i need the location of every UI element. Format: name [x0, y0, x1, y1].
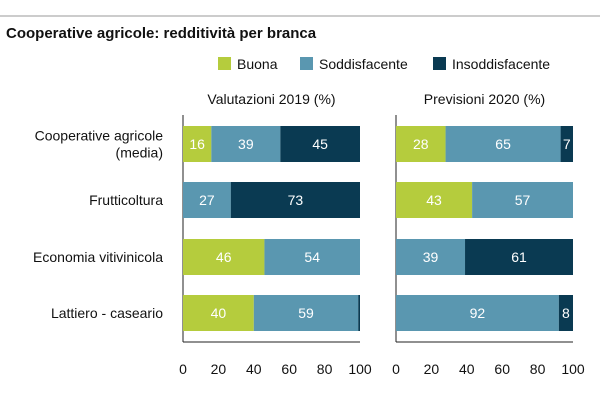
- legend-swatch-2: [300, 57, 313, 70]
- bar-label-p2-r4-insoddisfacente: 8: [562, 305, 570, 321]
- x-tick-p1-60: 60: [281, 361, 297, 377]
- x-tick-p2-100: 100: [561, 361, 585, 377]
- category-label-4: Lattiero - caseario: [51, 305, 163, 321]
- bar-p1-r3-soddisfacente: [264, 239, 360, 275]
- bar-label-p2-r3-soddisfacente: 39: [423, 249, 439, 265]
- x-tick-p1-20: 20: [211, 361, 227, 377]
- bar-p2-r3-soddisfacente: [396, 239, 466, 275]
- bar-label-p1-r1-insoddisfacente: 45: [312, 136, 328, 152]
- bar-p2-r1-insoddisfacente: [560, 126, 573, 162]
- panel-title-2: Previsioni 2020 (%): [424, 91, 545, 107]
- x-tick-p2-80: 80: [530, 361, 546, 377]
- bar-label-p2-r3-insoddisfacente: 61: [511, 249, 527, 265]
- bar-label-p2-r1-insoddisfacente: 7: [563, 136, 571, 152]
- legend-label-1: Buona: [237, 56, 278, 72]
- bar-p2-r4-soddisfacente: [396, 295, 559, 331]
- bar-label-p1-r4-buona: 40: [211, 305, 227, 321]
- category-label-3: Economia vitivinicola: [33, 249, 163, 265]
- bar-label-p2-r1-buona: 28: [413, 136, 429, 152]
- bar-p1-r1-buona: [183, 126, 212, 162]
- bar-p1-r4-soddisfacente: [253, 295, 359, 331]
- bar-label-p1-r2-soddisfacente: 27: [199, 192, 215, 208]
- bar-label-p1-r2-insoddisfacente: 73: [288, 192, 304, 208]
- legend-label-2: Soddisfacente: [319, 56, 408, 72]
- bar-p1-r1-insoddisfacente: [280, 126, 360, 162]
- bar-p1-r2-insoddisfacente: [230, 182, 360, 218]
- bar-label-p1-r4-soddisfacente: 59: [298, 305, 314, 321]
- x-tick-p1-80: 80: [317, 361, 333, 377]
- bar-label-p2-r1-soddisfacente: 65: [495, 136, 511, 152]
- legend-swatch-1: [218, 57, 231, 70]
- x-tick-p2-60: 60: [494, 361, 510, 377]
- bar-label-p2-r4-soddisfacente: 92: [470, 305, 486, 321]
- bar-label-p2-r2-buona: 43: [426, 192, 442, 208]
- x-tick-p2-0: 0: [392, 361, 400, 377]
- bar-p2-r1-soddisfacente: [445, 126, 561, 162]
- x-tick-p1-100: 100: [348, 361, 372, 377]
- legend-swatch-3: [433, 57, 446, 70]
- bar-label-p1-r1-buona: 16: [189, 136, 205, 152]
- legend-label-3: Insoddisfacente: [452, 56, 550, 72]
- bar-p2-r4-insoddisfacente: [558, 295, 573, 331]
- bar-p1-r1-soddisfacente: [211, 126, 281, 162]
- bar-p1-r4-buona: [183, 295, 254, 331]
- panel-title-1: Valutazioni 2019 (%): [207, 91, 335, 107]
- bar-p2-r3-insoddisfacente: [465, 239, 573, 275]
- bar-label-p1-r1-soddisfacente: 39: [238, 136, 254, 152]
- chart-title: Cooperative agricole: redditività per br…: [6, 25, 317, 42]
- category-label-1: Cooperative agricole (media): [35, 128, 164, 161]
- bar-p1-r4-insoddisfacente: [358, 295, 360, 331]
- bar-p2-r1-buona: [396, 126, 446, 162]
- bar-p1-r3-buona: [183, 239, 265, 275]
- x-tick-p2-40: 40: [459, 361, 475, 377]
- bar-p2-r2-soddisfacente: [472, 182, 573, 218]
- category-label-2: Frutticoltura: [89, 192, 163, 208]
- bar-label-p1-r3-soddisfacente: 54: [304, 249, 320, 265]
- x-tick-p1-0: 0: [179, 361, 187, 377]
- bar-p1-r2-soddisfacente: [183, 182, 231, 218]
- x-tick-p2-20: 20: [424, 361, 440, 377]
- bar-label-p1-r3-buona: 46: [216, 249, 232, 265]
- bar-p2-r2-buona: [396, 182, 473, 218]
- x-tick-p1-40: 40: [246, 361, 262, 377]
- bar-label-p2-r2-soddisfacente: 57: [515, 192, 531, 208]
